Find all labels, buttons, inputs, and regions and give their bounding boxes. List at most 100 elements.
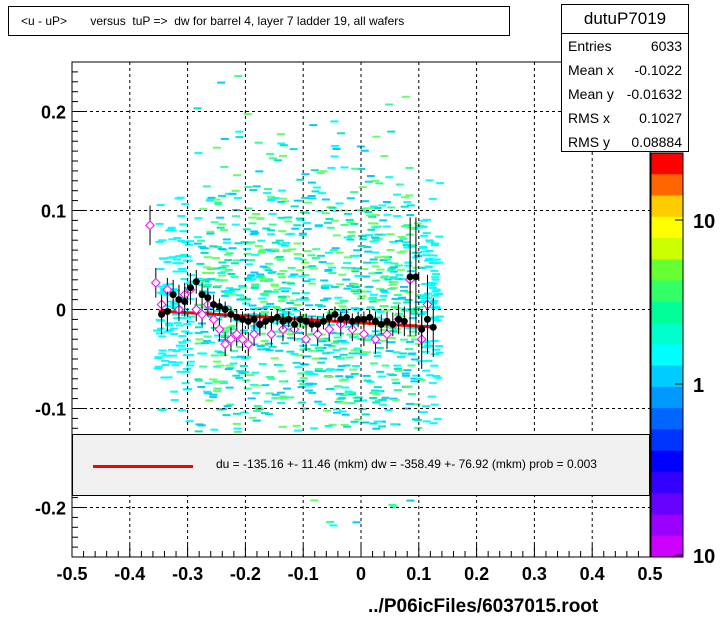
histogram-cell (341, 386, 350, 389)
histogram-cell (178, 267, 187, 270)
histogram-cell (196, 262, 205, 265)
histogram-cell (363, 338, 372, 341)
stats-label: Mean x (568, 62, 614, 78)
histogram-cell (199, 247, 208, 250)
histogram-cell (158, 239, 167, 242)
colorbar-segment (651, 153, 683, 175)
histogram-cell (419, 225, 428, 228)
histogram-cell (210, 428, 219, 431)
histogram-cell (333, 340, 341, 343)
histogram-cell (226, 403, 235, 406)
magenta-point-marker (266, 329, 277, 340)
histogram-cell (207, 341, 216, 344)
histogram-cell (281, 244, 289, 247)
histogram-cell (251, 371, 260, 374)
histogram-cell (351, 286, 360, 288)
histogram-cell (315, 210, 324, 213)
histogram-cell (387, 267, 396, 270)
histogram-cell (332, 234, 341, 237)
histogram-cell (308, 349, 317, 352)
histogram-cell (271, 322, 280, 325)
histogram-cell (213, 146, 221, 149)
histogram-cell (181, 382, 190, 385)
histogram-cell (393, 307, 402, 310)
histogram-cell (197, 424, 206, 427)
histogram-cell (271, 397, 280, 400)
histogram-cell (350, 307, 359, 310)
histogram-cell (205, 399, 214, 402)
histogram-cell (156, 204, 165, 206)
black-point-marker (291, 320, 299, 328)
histogram-cell (232, 422, 241, 425)
histogram-cell (257, 332, 266, 335)
histogram-cell (296, 269, 304, 272)
histogram-cell (430, 269, 439, 272)
histogram-cell (277, 295, 286, 298)
histogram-cell (429, 282, 438, 285)
colorbar-segment (651, 216, 683, 239)
histogram-cell (332, 408, 341, 411)
histogram-cell (350, 288, 359, 291)
histogram-cell (318, 261, 327, 264)
histogram-cell (360, 207, 368, 210)
histogram-cell (177, 215, 186, 217)
histogram-cell (396, 251, 405, 254)
black-point-marker (325, 313, 333, 321)
black-point-marker (175, 296, 183, 304)
y-tick-label: 0.1 (41, 202, 66, 222)
magenta-point-marker (370, 334, 381, 345)
histogram-cell (401, 308, 410, 311)
histogram-cell (251, 232, 260, 235)
histogram-cell (374, 271, 383, 274)
histogram-cell (324, 269, 333, 272)
histogram-cell (169, 327, 178, 330)
histogram-cell (366, 306, 375, 309)
histogram-cell (259, 248, 268, 251)
histogram-cell (330, 120, 339, 123)
histogram-cell (416, 295, 425, 298)
black-point-marker (423, 315, 431, 323)
histogram-cell (206, 230, 215, 233)
histogram-cell (301, 261, 310, 264)
histogram-cell (335, 375, 344, 378)
histogram-cell (265, 392, 274, 395)
histogram-cell (405, 402, 414, 405)
histogram-cell (186, 240, 195, 243)
histogram-cell (298, 383, 307, 386)
histogram-cell (385, 176, 394, 179)
histogram-cell (265, 279, 274, 282)
histogram-cell (290, 273, 299, 276)
stats-row-mean-y: Mean y -0.01632 (562, 82, 688, 106)
histogram-cell (358, 235, 367, 237)
histogram-cell (282, 324, 291, 327)
histogram-cell (311, 257, 320, 259)
histogram-cell (425, 239, 434, 242)
histogram-cell (320, 279, 329, 282)
histogram-cell (199, 306, 208, 309)
black-point-marker (337, 315, 345, 323)
histogram-cell (390, 281, 399, 284)
histogram-cell (206, 198, 215, 201)
histogram-cell (230, 262, 239, 265)
histogram-cell (216, 226, 225, 229)
histogram-cell (256, 217, 265, 220)
histogram-cell (316, 338, 325, 341)
histogram-cell (326, 520, 335, 523)
histogram-cell (250, 230, 259, 233)
histogram-cell (389, 276, 398, 279)
histogram-cell (295, 217, 304, 220)
histogram-cell (229, 362, 238, 365)
histogram-cell (424, 359, 433, 362)
histogram-cell (267, 233, 276, 236)
histogram-cell (202, 278, 211, 281)
histogram-cell (182, 339, 191, 342)
histogram-cell (241, 370, 250, 373)
magenta-point-marker (301, 334, 312, 345)
histogram-cell (383, 213, 392, 216)
histogram-cell (254, 141, 263, 144)
histogram-cell (324, 251, 333, 254)
histogram-cell (393, 367, 402, 370)
histogram-cell (420, 234, 429, 237)
histogram-cell (248, 216, 257, 219)
histogram-cell (363, 261, 372, 264)
